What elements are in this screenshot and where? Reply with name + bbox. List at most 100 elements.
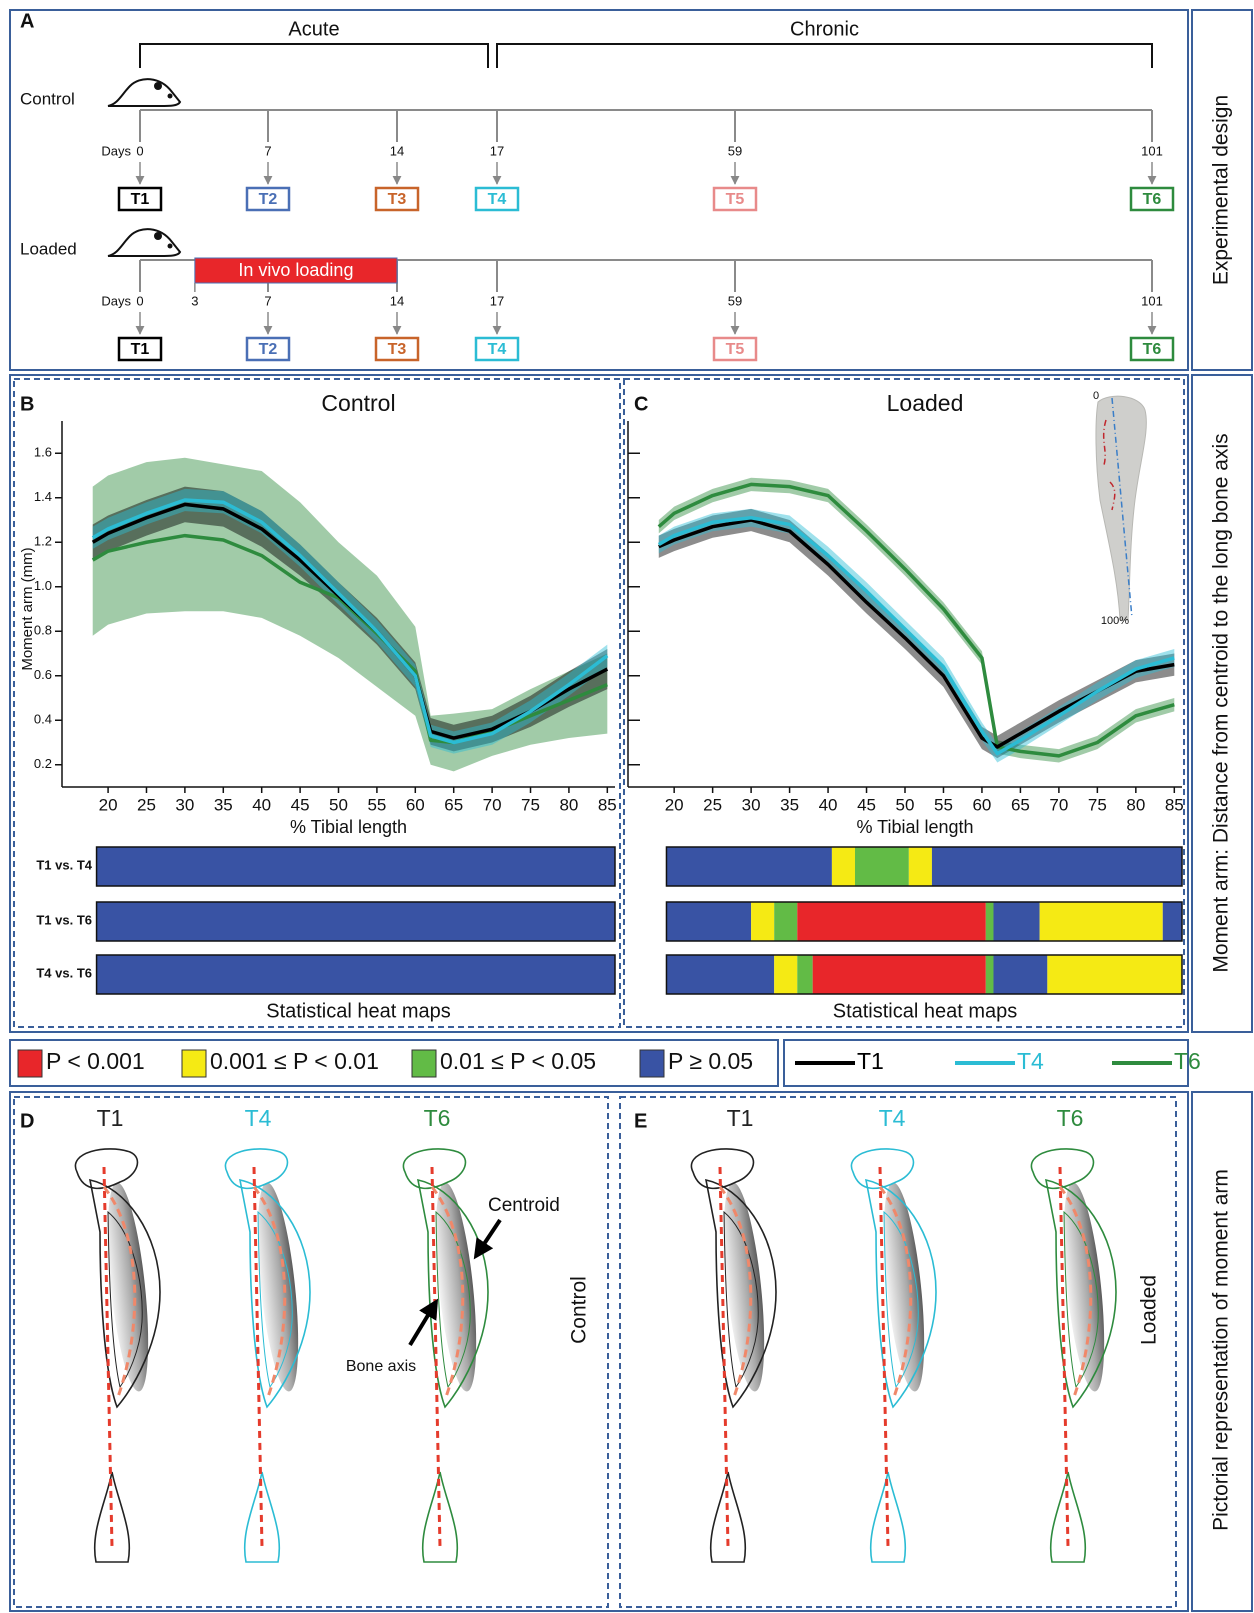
timepoint-label: T2	[259, 191, 278, 208]
y-tick-label: 0.6	[34, 667, 52, 682]
x-tick-label: 35	[780, 795, 799, 814]
bone-density	[723, 1182, 765, 1392]
heatmap-row-label: T1 vs. T6	[36, 912, 92, 927]
legend-label: 0.001 ≤ P < 0.01	[210, 1048, 379, 1074]
x-tick-label: 40	[819, 795, 838, 814]
mouse-ear	[154, 82, 162, 90]
heatmap-cell	[931, 847, 1182, 886]
y-tick-label: 1.2	[34, 534, 52, 549]
timepoint-label: T6	[1143, 191, 1162, 208]
x-tick-label: 25	[137, 795, 156, 814]
x-tick-label: 60	[406, 795, 425, 814]
inset-label: 100%	[1101, 615, 1129, 627]
row-label: Loaded	[20, 239, 77, 258]
bone-axis	[430, 1166, 442, 1548]
heatmap-cell	[993, 902, 1040, 941]
bone-contour	[88, 1178, 161, 1409]
row-label: Control	[20, 89, 75, 108]
side-frame	[1191, 374, 1253, 1033]
timepoint-box	[374, 336, 420, 362]
heatmap-cell	[666, 955, 775, 994]
bone-contour	[238, 1178, 311, 1409]
x-tick-label: 30	[175, 795, 194, 814]
panel-c-frame	[623, 378, 1185, 1028]
day-label: 17	[490, 293, 504, 308]
bone-contour	[1063, 1210, 1099, 1389]
panel-label: C	[634, 393, 648, 415]
timepoint-label: T1	[131, 191, 150, 208]
bone-axis	[718, 1166, 730, 1548]
timepoint-label: T4	[488, 191, 507, 208]
x-tick-label: 30	[742, 795, 761, 814]
heatmap-border	[665, 901, 1183, 942]
heatmap-cell	[812, 955, 986, 994]
panel-label: E	[634, 1110, 647, 1132]
centroid-line	[252, 1186, 287, 1398]
panel-b-frame	[13, 378, 621, 1028]
day-label: 0	[136, 143, 143, 158]
heatmap-cell	[96, 955, 615, 994]
centroid-line	[102, 1186, 137, 1398]
annotation-arrow	[408, 1298, 439, 1347]
heatmap-cell	[797, 902, 986, 941]
legend-label: P < 0.001	[46, 1048, 145, 1074]
panel-label: A	[20, 10, 34, 32]
heatmap-cell	[985, 902, 994, 941]
confidence-band	[92, 486, 608, 752]
x-tick-label: 45	[857, 795, 876, 814]
panel-label: B	[20, 393, 34, 415]
x-tick-label: 35	[214, 795, 233, 814]
timepoint-box	[1129, 186, 1175, 212]
x-tick-label: 55	[367, 795, 386, 814]
side-frame	[1191, 1091, 1253, 1612]
centroid-line	[718, 1186, 753, 1398]
bone-contour	[421, 1471, 459, 1563]
series-line	[657, 516, 1175, 756]
x-tick-label: 75	[521, 795, 540, 814]
timepoint-label: T3	[388, 191, 407, 208]
legend-label: P ≥ 0.05	[668, 1048, 753, 1074]
side-frame	[1191, 9, 1253, 371]
bone-contour	[74, 1148, 139, 1190]
heatmap-border	[95, 954, 616, 995]
day-label: 17	[490, 143, 504, 158]
centroid-line	[430, 1186, 465, 1398]
panel-e-frame	[619, 1096, 1177, 1608]
x-tick-label: 60	[972, 795, 991, 814]
day-label: 59	[728, 143, 742, 158]
bone-contour	[257, 1210, 293, 1389]
x-tick-label: 65	[1011, 795, 1030, 814]
heatmap-cell	[1162, 902, 1182, 941]
y-tick-label: 0.4	[34, 712, 52, 727]
heatmap-cell	[774, 955, 798, 994]
timepoint-label: T5	[726, 341, 745, 358]
heatmap-cell	[1047, 955, 1182, 994]
panel-d-frame	[13, 1096, 609, 1608]
heatmap-title: Statistical heat maps	[266, 1000, 451, 1022]
bone-contour	[690, 1148, 755, 1190]
legend-label: T6	[1174, 1048, 1201, 1074]
centroid-line	[878, 1186, 913, 1398]
mouse-icon	[107, 78, 182, 107]
timepoint-box	[245, 186, 291, 212]
group-label: Control	[568, 1276, 591, 1344]
x-tick-label: 80	[559, 795, 578, 814]
x-axis-label: % Tibial length	[856, 817, 973, 837]
heatmap-row-label: T4 vs. T6	[36, 965, 92, 980]
bone-contour	[850, 1148, 915, 1190]
bone-label: T1	[97, 1105, 124, 1131]
y-tick-label: 0.8	[34, 623, 52, 638]
phase-bracket	[496, 43, 1153, 68]
heatmap-cell	[854, 847, 909, 886]
x-tick-label: 25	[703, 795, 722, 814]
bone-label: T6	[424, 1105, 451, 1131]
day-label: 14	[390, 293, 404, 308]
line-legend-frame	[783, 1039, 1189, 1087]
heatmap-cell	[797, 955, 813, 994]
bone-contour	[435, 1210, 471, 1389]
panel-a-frame	[9, 9, 1189, 371]
loading-bar	[194, 257, 398, 284]
bone-label: T6	[1057, 1105, 1084, 1131]
heatmap-cell	[1039, 902, 1163, 941]
